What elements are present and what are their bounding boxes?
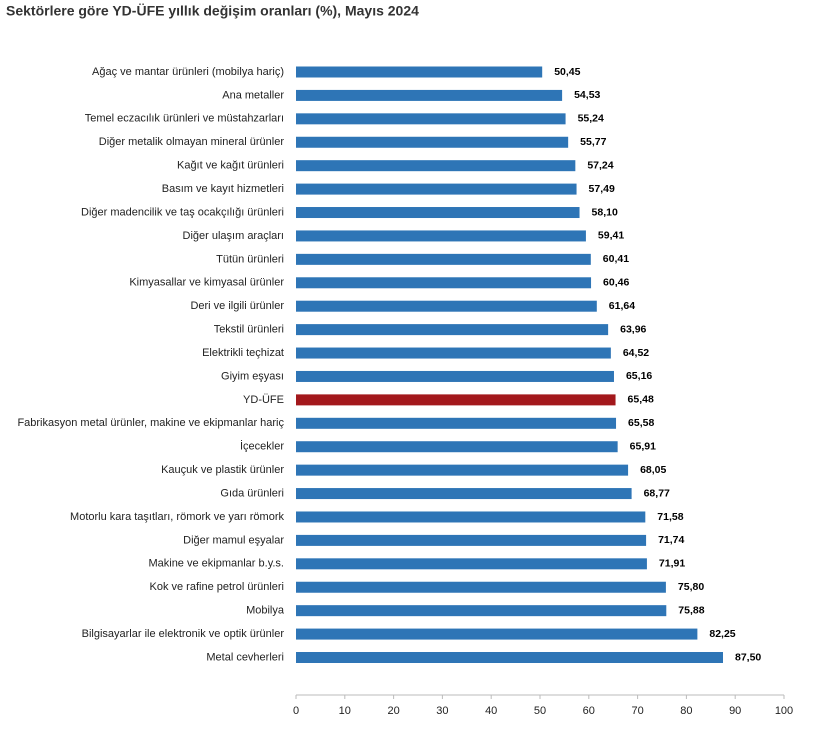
y-tick-label: Metal cevherleri <box>206 651 284 663</box>
x-tick-label: 50 <box>534 705 546 717</box>
bar <box>296 417 617 429</box>
y-tick-label: Bilgisayarlar ile elektronik ve optik ür… <box>82 628 285 640</box>
bar <box>296 66 543 78</box>
value-label: 60,46 <box>603 277 629 289</box>
x-tick-label: 0 <box>293 705 299 717</box>
value-label: 63,96 <box>620 323 646 335</box>
value-label: 65,16 <box>626 370 652 382</box>
bar <box>296 160 576 172</box>
value-label: 57,49 <box>589 183 615 195</box>
bar <box>296 113 566 125</box>
y-tick-label: Elektrikli teçhizat <box>202 347 284 359</box>
y-tick-label: Gıda ürünleri <box>220 487 284 499</box>
y-tick-label: Diğer madencilik ve taş ocakçılığı ürünl… <box>81 206 284 218</box>
x-tick-label: 70 <box>631 705 643 717</box>
bar <box>296 253 591 265</box>
value-label: 50,45 <box>554 66 580 78</box>
value-label: 59,41 <box>598 230 624 242</box>
bar <box>296 300 597 312</box>
bar <box>296 324 609 336</box>
x-tick-label: 30 <box>436 705 448 717</box>
x-tick-label: 100 <box>775 705 793 717</box>
value-label: 71,58 <box>657 511 683 523</box>
y-tick-label: Kağıt ve kağıt ürünleri <box>177 160 284 172</box>
value-label: 68,05 <box>640 464 666 476</box>
x-tick-label: 80 <box>680 705 692 717</box>
value-label: 75,88 <box>678 604 704 616</box>
bar <box>296 394 616 406</box>
bar <box>296 605 667 617</box>
bar <box>296 628 698 640</box>
bar <box>296 558 647 570</box>
value-label: 61,64 <box>609 300 635 312</box>
value-label: 68,77 <box>644 487 670 499</box>
bar <box>296 89 563 101</box>
y-tick-label: YD-ÜFE <box>243 394 284 406</box>
bar <box>296 207 580 219</box>
bar <box>296 652 723 663</box>
value-label: 64,52 <box>623 347 649 359</box>
y-tick-label: İçecekler <box>240 440 284 453</box>
y-tick-label: Motorlu kara taşıtları, römork ve yarı r… <box>70 511 284 523</box>
value-label: 71,74 <box>658 534 684 546</box>
x-tick-label: 60 <box>583 705 595 717</box>
value-label: 65,91 <box>630 441 656 453</box>
y-tick-label: Temel eczacılık ürünleri ve müstahzarlar… <box>85 113 284 125</box>
bar <box>296 183 577 195</box>
y-tick-label: Mobilya <box>246 605 285 617</box>
value-label: 57,24 <box>587 159 613 171</box>
y-tick-label: Basım ve kayıt hizmetleri <box>162 183 284 195</box>
bar <box>296 464 629 476</box>
x-tick-label: 90 <box>729 705 741 717</box>
value-label: 87,50 <box>735 651 761 663</box>
y-tick-label: Diğer mamul eşyalar <box>183 534 284 546</box>
x-tick-label: 20 <box>387 705 399 717</box>
y-tick-label: Diğer ulaşım araçları <box>183 230 284 242</box>
y-tick-label: Giyim eşyası <box>221 370 284 382</box>
y-tick-label: Tekstil ürünleri <box>214 324 284 336</box>
value-label: 54,53 <box>574 89 600 101</box>
bar <box>296 370 614 382</box>
value-label: 55,77 <box>580 136 606 148</box>
bar <box>296 347 611 359</box>
y-tick-label: Ana metaller <box>222 89 284 101</box>
y-tick-label: Tütün ürünleri <box>216 253 284 265</box>
value-label: 58,10 <box>592 206 618 218</box>
y-tick-label: Kok ve rafine petrol ürünleri <box>149 581 284 593</box>
x-tick-label: 40 <box>485 705 497 717</box>
value-label: 82,25 <box>709 628 735 640</box>
y-tick-label: Deri ve ilgili ürünler <box>190 300 284 312</box>
y-tick-label: Ağaç ve mantar ürünleri (mobilya hariç) <box>92 66 284 78</box>
value-label: 55,24 <box>578 113 604 125</box>
y-tick-label: Kimyasallar ve kimyasal ürünler <box>129 277 284 289</box>
bar <box>296 581 666 593</box>
value-label: 75,80 <box>678 581 704 593</box>
bar <box>296 488 632 500</box>
y-tick-label: Makine ve ekipmanlar b.y.s. <box>148 558 284 570</box>
bar <box>296 511 646 523</box>
value-label: 60,41 <box>603 253 629 265</box>
bar <box>296 277 592 289</box>
bar <box>296 534 647 546</box>
x-tick-label: 10 <box>339 705 351 717</box>
chart-title: Sektörlere göre YD-ÜFE yıllık değişim or… <box>6 3 419 19</box>
y-tick-label: Kauçuk ve plastik ürünler <box>161 464 284 476</box>
value-label: 65,58 <box>628 417 654 429</box>
bar <box>296 136 569 148</box>
value-label: 71,91 <box>659 558 685 570</box>
value-label: 65,48 <box>628 394 654 406</box>
y-tick-label: Diğer metalik olmayan mineral ürünler <box>99 136 285 148</box>
y-tick-label: Fabrikasyon metal ürünler, makine ve eki… <box>17 417 284 429</box>
bar <box>296 441 618 453</box>
bar <box>296 230 586 242</box>
